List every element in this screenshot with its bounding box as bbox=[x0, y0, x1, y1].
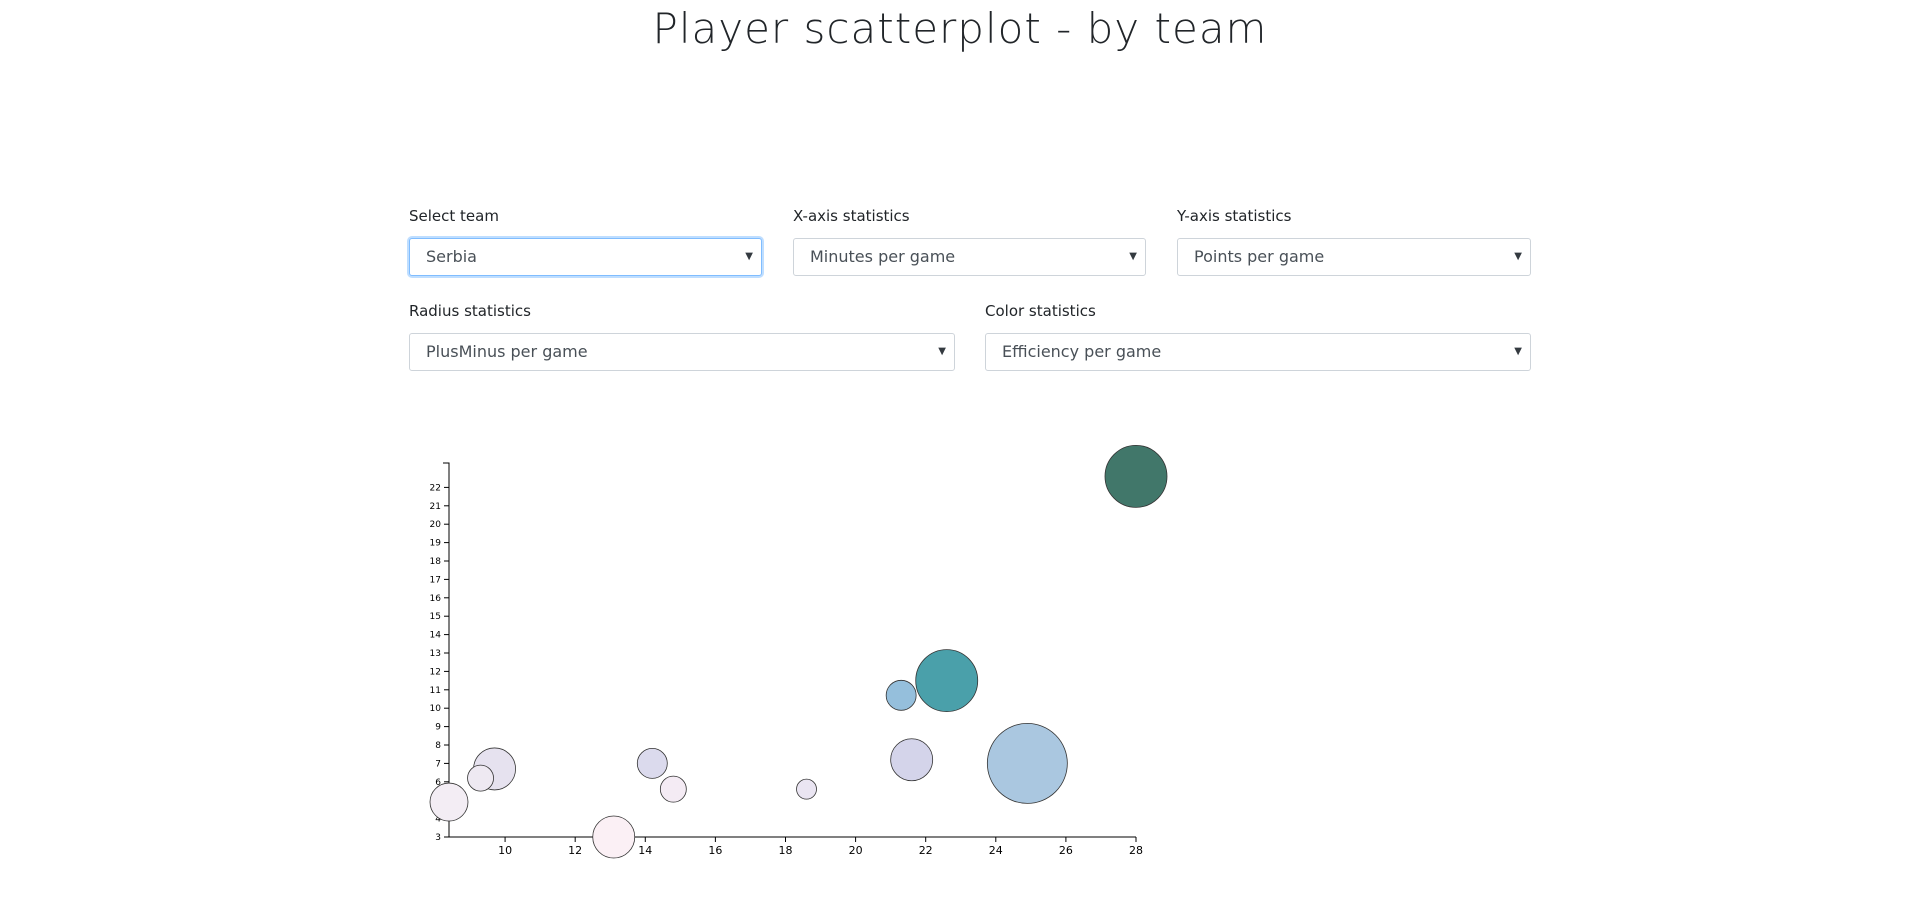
data-point bbox=[659, 775, 687, 803]
x-tick-label: 28 bbox=[1129, 844, 1143, 857]
x-tick-label: 12 bbox=[568, 844, 582, 857]
x-tick-label: 24 bbox=[989, 844, 1003, 857]
y-tick-label: 12 bbox=[430, 667, 441, 677]
team-select-value: Serbia bbox=[426, 247, 477, 266]
data-point bbox=[796, 778, 817, 800]
data-point bbox=[636, 748, 668, 779]
y-tick-label: 20 bbox=[430, 520, 442, 530]
team-field: Select team Serbia ▼ bbox=[409, 206, 762, 276]
y-tick-label: 9 bbox=[435, 723, 441, 733]
x-axis-select[interactable]: Minutes per game ▼ bbox=[793, 238, 1146, 276]
page-title: Player scatterplot - by team bbox=[652, 4, 1268, 53]
data-point bbox=[890, 738, 934, 782]
y-tick-label: 22 bbox=[430, 483, 441, 493]
x-tick-label: 20 bbox=[849, 844, 863, 857]
chevron-down-icon: ▼ bbox=[1129, 251, 1137, 262]
x-tick-label: 10 bbox=[498, 844, 512, 857]
y-tick-label: 14 bbox=[430, 631, 442, 641]
chevron-down-icon: ▼ bbox=[1514, 251, 1522, 262]
color-field: Color statistics Efficiency per game ▼ bbox=[985, 301, 1531, 371]
x-tick-label: 14 bbox=[638, 844, 652, 857]
color-select-value: Efficiency per game bbox=[1002, 342, 1162, 361]
radius-select[interactable]: PlusMinus per game ▼ bbox=[409, 333, 955, 371]
x-tick-label: 18 bbox=[778, 844, 792, 857]
y-tick-label: 4 bbox=[435, 815, 441, 825]
x-tick-label: 16 bbox=[708, 844, 722, 857]
y-tick-label: 7 bbox=[435, 759, 441, 769]
team-label: Select team bbox=[409, 207, 499, 225]
data-point bbox=[1104, 444, 1168, 508]
data-point bbox=[885, 679, 917, 711]
y-tick-label: 3 bbox=[435, 833, 441, 843]
x-axis-select-value: Minutes per game bbox=[810, 247, 956, 266]
y-tick-label: 16 bbox=[430, 594, 442, 604]
data-point bbox=[592, 815, 636, 859]
radius-select-value: PlusMinus per game bbox=[426, 342, 588, 361]
color-select[interactable]: Efficiency per game ▼ bbox=[985, 333, 1531, 371]
y-tick-label: 17 bbox=[430, 575, 441, 585]
data-point bbox=[467, 764, 494, 792]
y-axis-field: Y-axis statistics Points per game ▼ bbox=[1177, 206, 1531, 276]
y-axis-label: Y-axis statistics bbox=[1177, 207, 1292, 225]
data-point bbox=[429, 782, 469, 822]
radius-label: Radius statistics bbox=[409, 302, 531, 320]
chevron-down-icon: ▼ bbox=[938, 346, 946, 357]
y-axis-select[interactable]: Points per game ▼ bbox=[1177, 238, 1531, 276]
data-point bbox=[915, 649, 979, 712]
x-tick-label: 26 bbox=[1059, 844, 1073, 857]
axis-line bbox=[443, 462, 1136, 838]
data-point bbox=[986, 723, 1068, 804]
y-tick-label: 15 bbox=[430, 612, 441, 622]
y-tick-label: 6 bbox=[435, 778, 441, 788]
y-tick-label: 11 bbox=[430, 686, 441, 696]
y-tick-label: 13 bbox=[430, 649, 441, 659]
radius-field: Radius statistics PlusMinus per game ▼ bbox=[409, 301, 955, 371]
y-tick-label: 21 bbox=[430, 502, 441, 512]
y-tick-label: 19 bbox=[430, 539, 442, 549]
x-axis-field: X-axis statistics Minutes per game ▼ bbox=[793, 206, 1146, 276]
color-label: Color statistics bbox=[985, 302, 1096, 320]
x-tick-label: 22 bbox=[919, 844, 933, 857]
chevron-down-icon: ▼ bbox=[1514, 346, 1522, 357]
y-tick-label: 8 bbox=[435, 741, 441, 751]
y-tick-label: 10 bbox=[430, 704, 442, 714]
team-select[interactable]: Serbia ▼ bbox=[409, 238, 762, 276]
x-axis-label: X-axis statistics bbox=[793, 207, 910, 225]
y-axis-select-value: Points per game bbox=[1194, 247, 1325, 266]
y-tick-label: 18 bbox=[430, 557, 442, 567]
chevron-down-icon: ▼ bbox=[745, 251, 753, 262]
